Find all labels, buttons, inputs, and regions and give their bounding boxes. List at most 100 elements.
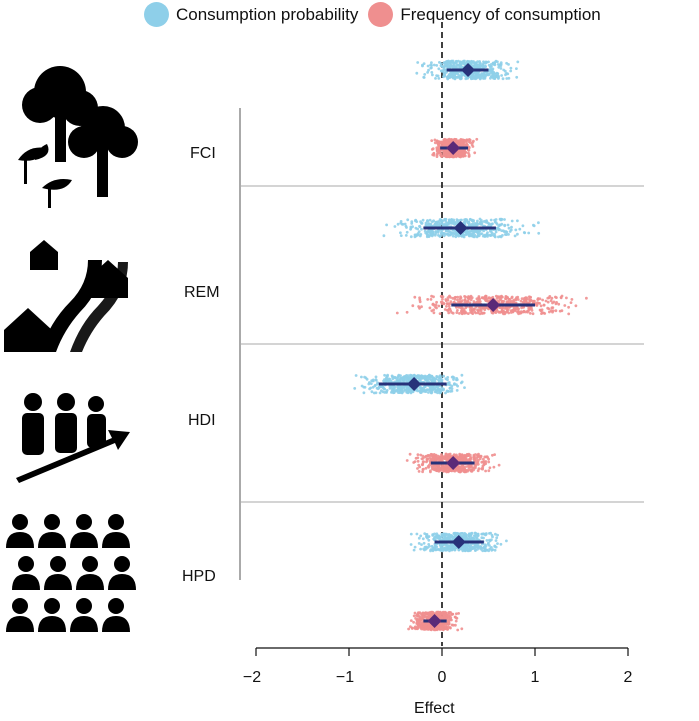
posterior-point: [454, 232, 457, 236]
posterior-point: [443, 466, 447, 470]
posterior-point: [487, 60, 490, 64]
posterior-point: [469, 61, 473, 65]
posterior-point: [464, 295, 468, 299]
posterior-point: [444, 64, 447, 68]
posterior-point: [440, 220, 443, 224]
posterior-point: [455, 218, 459, 222]
posterior-point: [489, 75, 493, 78]
posterior-point: [423, 229, 427, 233]
posterior-point: [420, 613, 424, 616]
posterior-point: [421, 463, 424, 467]
posterior-point: [477, 467, 481, 471]
estimate-marker-rem: [453, 221, 468, 235]
posterior-point: [509, 66, 513, 70]
posterior-point: [399, 377, 402, 381]
crowd-person-body: [102, 532, 130, 548]
posterior-point: [445, 627, 448, 631]
posterior-point: [516, 307, 520, 311]
posterior-point: [505, 539, 508, 543]
posterior-point: [416, 459, 420, 463]
posterior-point: [445, 305, 448, 308]
posterior-point: [448, 535, 452, 538]
posterior-point: [372, 379, 375, 383]
posterior-point: [480, 296, 484, 299]
posterior-point: [487, 296, 491, 300]
posterior-point: [480, 536, 484, 540]
posterior-point: [392, 387, 395, 391]
posterior-point: [507, 226, 511, 230]
estimate-marker-fci: [446, 141, 461, 155]
posterior-point: [483, 233, 486, 237]
posterior-point: [490, 548, 494, 552]
x-tick-label: 1: [531, 669, 540, 686]
posterior-point: [459, 60, 463, 64]
posterior-point: [521, 300, 525, 304]
posterior-point: [546, 300, 550, 304]
posterior-point: [466, 59, 469, 63]
posterior-point: [402, 387, 406, 390]
posterior-point: [390, 391, 393, 394]
posterior-point: [423, 73, 427, 76]
posterior-point: [540, 308, 544, 312]
posterior-point: [463, 537, 467, 541]
posterior-point: [520, 297, 524, 300]
posterior-point: [450, 61, 454, 64]
posterior-point: [460, 453, 464, 456]
posterior-point: [461, 306, 464, 310]
posterior-point: [424, 626, 428, 629]
posterior-point: [436, 74, 440, 78]
posterior-point: [464, 548, 468, 552]
posterior-point: [421, 470, 424, 474]
posterior-point: [409, 532, 413, 536]
posterior-point: [466, 300, 470, 304]
posterior-point: [429, 66, 433, 70]
posterior-point: [475, 137, 479, 141]
posterior-point: [544, 299, 548, 303]
posterior-point: [433, 546, 436, 550]
posterior-point: [444, 625, 447, 628]
posterior-point: [425, 454, 428, 458]
posterior-point: [420, 457, 424, 461]
posterior-point: [463, 533, 467, 537]
posterior-point: [437, 221, 440, 225]
crowd-person-body: [76, 574, 104, 590]
posterior-point: [557, 302, 561, 306]
posterior-point: [374, 378, 378, 382]
posterior-point: [462, 465, 465, 469]
posterior-point: [496, 60, 499, 64]
posterior-point: [397, 373, 401, 377]
posterior-point: [412, 548, 416, 552]
posterior-point: [470, 309, 474, 312]
posterior-point: [420, 221, 424, 225]
posterior-point: [446, 376, 450, 379]
posterior-point: [434, 390, 438, 394]
posterior-point: [459, 470, 462, 474]
posterior-point: [515, 75, 519, 79]
posterior-point: [385, 376, 388, 380]
posterior-point: [470, 143, 474, 147]
posterior-point: [487, 72, 491, 76]
posterior-point: [560, 309, 564, 313]
crowd-person-body: [108, 574, 136, 590]
posterior-point: [415, 618, 419, 622]
posterior-point: [376, 387, 380, 390]
posterior-point: [354, 374, 358, 377]
posterior-point: [443, 61, 446, 64]
posterior-point: [436, 547, 440, 551]
posterior-point: [479, 547, 483, 551]
posterior-point: [405, 459, 409, 462]
posterior-point: [427, 68, 430, 72]
posterior-point: [426, 71, 429, 74]
posterior-point: [443, 308, 447, 311]
posterior-point: [470, 219, 474, 223]
posterior-point: [484, 469, 487, 473]
posterior-point: [429, 627, 432, 630]
posterior-point: [409, 543, 413, 546]
posterior-point: [504, 297, 508, 301]
posterior-point: [497, 463, 501, 467]
posterior-point: [392, 391, 396, 394]
posterior-point: [444, 142, 447, 146]
posterior-point: [447, 304, 451, 308]
posterior-point: [496, 542, 499, 545]
posterior-point: [420, 391, 423, 394]
